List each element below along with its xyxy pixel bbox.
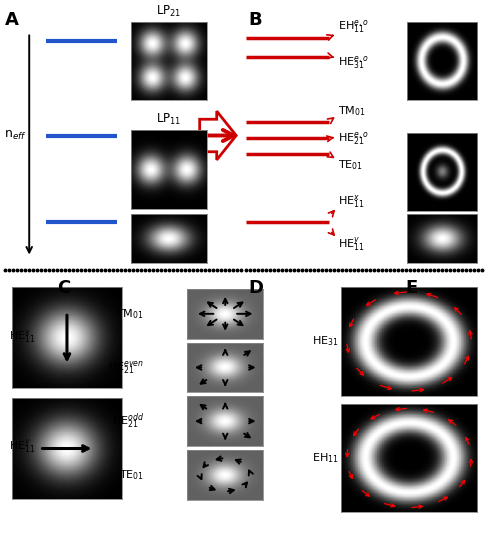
Text: HE$^{y}_{11}$: HE$^{y}_{11}$ (338, 236, 365, 254)
Text: TM$_{01}$: TM$_{01}$ (116, 307, 144, 321)
Text: HE$^{x}_{11}$: HE$^{x}_{11}$ (9, 327, 36, 345)
Text: LP$_{21}$: LP$_{21}$ (156, 4, 182, 19)
Text: EH$^{e,o}_{11}$: EH$^{e,o}_{11}$ (338, 18, 369, 36)
Text: TE$_{01}$: TE$_{01}$ (118, 468, 144, 482)
Text: HE$^{x}_{11}$: HE$^{x}_{11}$ (338, 193, 365, 210)
Text: C: C (56, 279, 70, 297)
Text: LP$_{11}$: LP$_{11}$ (156, 112, 182, 127)
Text: HE$^{even}_{21}$: HE$^{even}_{21}$ (108, 359, 144, 376)
Text: HE$^{y}_{11}$: HE$^{y}_{11}$ (9, 438, 36, 456)
Text: A: A (5, 11, 19, 29)
Text: HE$^{odd}_{21}$: HE$^{odd}_{21}$ (112, 411, 144, 431)
Text: HE$_{31}$: HE$_{31}$ (312, 334, 338, 349)
Text: EH$_{11}$: EH$_{11}$ (312, 451, 338, 465)
Text: D: D (248, 279, 263, 297)
Text: HE$^{e,o}_{21}$: HE$^{e,o}_{21}$ (338, 131, 369, 149)
Text: LP$_{01}$: LP$_{01}$ (156, 197, 182, 212)
FancyArrow shape (200, 111, 236, 160)
Text: B: B (248, 11, 262, 29)
Text: E: E (405, 279, 418, 297)
Text: TM$_{01}$: TM$_{01}$ (338, 104, 366, 118)
Text: TE$_{01}$: TE$_{01}$ (338, 158, 364, 172)
Text: HE$^{e,o}_{31}$: HE$^{e,o}_{31}$ (338, 55, 369, 73)
Text: n$_{eff}$: n$_{eff}$ (4, 129, 26, 142)
